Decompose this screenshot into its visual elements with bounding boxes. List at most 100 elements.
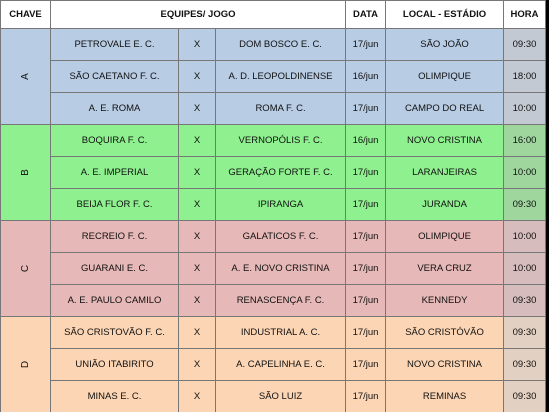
header-cell: CHAVE bbox=[0, 0, 51, 29]
home-team: MINAS E. C. bbox=[50, 380, 179, 412]
away-team: GERAÇÃO FORTE F. C. bbox=[214, 156, 347, 189]
date: 17/jun bbox=[345, 348, 387, 381]
versus: X bbox=[178, 156, 216, 189]
away-team: A. D. LEOPOLDINENSE bbox=[214, 60, 347, 93]
away-team: SÃO LUIZ bbox=[214, 380, 347, 412]
time: 16:00 bbox=[503, 124, 547, 157]
versus: X bbox=[178, 252, 216, 285]
venue: KENNEDY bbox=[385, 284, 505, 317]
venue: LARANJEIRAS bbox=[385, 156, 505, 189]
date: 17/jun bbox=[345, 188, 387, 221]
time: 09:30 bbox=[503, 380, 547, 412]
time: 10:00 bbox=[503, 220, 547, 253]
away-team: ROMA F. C. bbox=[214, 92, 347, 125]
time: 09:30 bbox=[503, 348, 547, 381]
home-team: PETROVALE E. C. bbox=[50, 28, 179, 61]
group-cell: C bbox=[0, 220, 51, 317]
versus: X bbox=[178, 380, 216, 412]
game-row: GUARANI E. C. X A. E. NOVO CRISTINA 17/jun V… bbox=[1, 252, 547, 285]
game-row: UNIÃO ITABIRITO X A. CAPELINHA E. C. 17/jun… bbox=[1, 348, 547, 381]
group-label: D bbox=[19, 360, 31, 369]
versus: X bbox=[178, 60, 216, 93]
home-team: A. E. ROMA bbox=[50, 92, 179, 125]
venue: VERA CRUZ bbox=[385, 252, 505, 285]
time: 10:00 bbox=[503, 252, 547, 285]
time: 09:30 bbox=[503, 316, 547, 349]
away-team: INDUSTRIAL A. C. bbox=[214, 316, 347, 349]
away-team: IPIRANGA bbox=[214, 188, 347, 221]
away-team: DOM BOSCO E. C. bbox=[214, 28, 347, 61]
venue: SÃO JOÃO bbox=[385, 28, 505, 61]
venue: OLIMPIQUE bbox=[385, 220, 505, 253]
game-row: MINAS E. C. X SÃO LUIZ 17/jun REMINAS 09:30 bbox=[1, 380, 547, 412]
venue: NOVO CRISTINA bbox=[385, 348, 505, 381]
versus: X bbox=[178, 188, 216, 221]
group-label: C bbox=[19, 264, 31, 273]
away-team: A. E. NOVO CRISTINA bbox=[214, 252, 347, 285]
group-cell: D bbox=[0, 316, 51, 412]
header-cell: LOCAL - ESTÁDIO bbox=[385, 0, 505, 29]
game-row: A. E. IMPERIAL X GERAÇÃO FORTE F. C. 17/jun… bbox=[1, 156, 547, 189]
game-row: SÃO CAETANO F. C. X A. D. LEOPOLDINENSE 16/… bbox=[1, 60, 547, 93]
time: 09:30 bbox=[503, 284, 547, 317]
game-row: D SÃO CRISTOVÃO F. C. X INDUSTRIAL A. C. 17/… bbox=[0, 316, 547, 412]
date: 17/jun bbox=[345, 284, 387, 317]
versus: X bbox=[178, 92, 216, 125]
home-team: RECREIO F. C. bbox=[50, 220, 179, 253]
date: 17/jun bbox=[345, 156, 387, 189]
date: 17/jun bbox=[345, 380, 387, 412]
versus: X bbox=[178, 284, 216, 317]
away-team: RENASCENÇA F. C. bbox=[214, 284, 347, 317]
date: 16/jun bbox=[345, 124, 387, 157]
versus: X bbox=[178, 348, 216, 381]
versus: X bbox=[178, 28, 216, 61]
date: 17/jun bbox=[345, 316, 387, 349]
away-team: GALATICOS F. C. bbox=[214, 220, 347, 253]
venue: REMINAS bbox=[385, 380, 505, 412]
home-team: SÃO CAETANO F. C. bbox=[50, 60, 179, 93]
home-team: GUARANI E. C. bbox=[50, 252, 179, 285]
time: 10:00 bbox=[503, 92, 547, 125]
header-cell: HORA bbox=[503, 0, 547, 29]
game-row: BEIJA FLOR F. C. X IPIRANGA 17/jun JURANDA 09… bbox=[1, 188, 547, 221]
home-team: UNIÃO ITABIRITO bbox=[50, 348, 179, 381]
game-row: A. E. PAULO CAMILO X RENASCENÇA F. C. 17/ju… bbox=[1, 284, 547, 317]
away-team: A. CAPELINHA E. C. bbox=[214, 348, 347, 381]
time: 09:30 bbox=[503, 28, 547, 61]
home-team: A. E. IMPERIAL bbox=[50, 156, 179, 189]
versus: X bbox=[178, 316, 216, 349]
venue: SÃO CRISTÓVÃO bbox=[385, 316, 505, 349]
group-label: B bbox=[19, 169, 31, 176]
header-cell: DATA bbox=[345, 0, 387, 29]
away-team: VERNOPÓLIS F. C. bbox=[214, 124, 347, 157]
date: 17/jun bbox=[345, 252, 387, 285]
game-row: A. E. ROMA X ROMA F. C. 17/jun CAMPO DO REAL… bbox=[1, 92, 547, 125]
home-team: A. E. PAULO CAMILO bbox=[50, 284, 179, 317]
home-team: BOQUIRA F. C. bbox=[50, 124, 179, 157]
date: 17/jun bbox=[345, 28, 387, 61]
game-row: C RECREIO F. C. X GALATICOS F. C. 17/jun OLIM… bbox=[0, 220, 547, 317]
group-cell: A bbox=[0, 28, 51, 125]
group-cell: B bbox=[0, 124, 51, 221]
date: 16/jun bbox=[345, 60, 387, 93]
game-row: A PETROVALE E. C. X DOM BOSCO E. C. 17/jun SÃ… bbox=[0, 28, 547, 125]
venue: JURANDA bbox=[385, 188, 505, 221]
date: 17/jun bbox=[345, 220, 387, 253]
group-label: A bbox=[19, 73, 31, 80]
game-row: B BOQUIRA F. C. X VERNOPÓLIS F. C. 16/jun NOV… bbox=[0, 124, 547, 221]
venue: CAMPO DO REAL bbox=[385, 92, 505, 125]
header-row: CHAVE EQUIPES/ JOGO DATA LOCAL - ESTÁDIO… bbox=[0, 0, 547, 29]
venue: OLIMPIQUE bbox=[385, 60, 505, 93]
home-team: SÃO CRISTOVÃO F. C. bbox=[50, 316, 179, 349]
home-team: BEIJA FLOR F. C. bbox=[50, 188, 179, 221]
versus: X bbox=[178, 220, 216, 253]
time: 10:00 bbox=[503, 156, 547, 189]
date: 17/jun bbox=[345, 92, 387, 125]
versus: X bbox=[178, 124, 216, 157]
venue: NOVO CRISTINA bbox=[385, 124, 505, 157]
time: 18:00 bbox=[503, 60, 547, 93]
header-cell: EQUIPES/ JOGO bbox=[49, 0, 347, 29]
time: 09:30 bbox=[503, 188, 547, 221]
